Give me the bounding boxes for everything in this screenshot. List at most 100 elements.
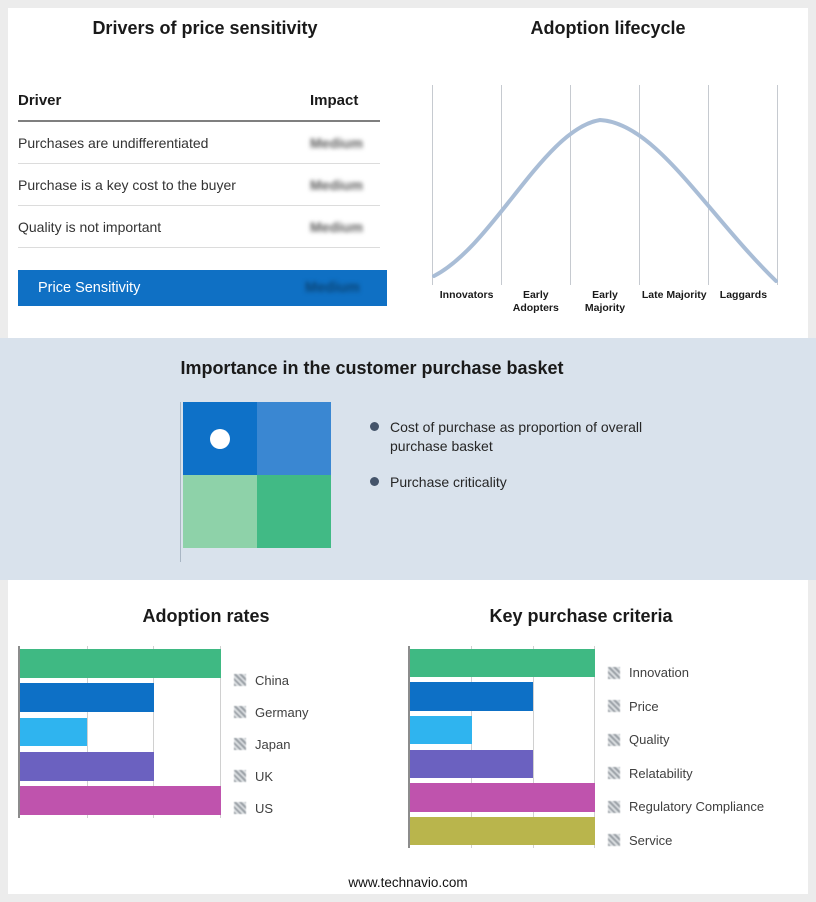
bar-service <box>410 817 595 846</box>
bar-row-japan <box>20 715 221 749</box>
purchase-criteria-chart <box>408 646 595 848</box>
bar-row-price <box>410 680 595 714</box>
bullet-item: Purchase criticality <box>370 473 655 492</box>
legend-label: Price <box>629 698 659 714</box>
bullet-text: Cost of purchase as proportion of overal… <box>390 419 643 454</box>
bar-china <box>20 648 221 678</box>
legend-swatch-icon <box>608 834 620 847</box>
legend-item-relatability: Relatability <box>608 757 764 791</box>
purchase-basket-section: Importance in the customer purchase bask… <box>0 338 816 580</box>
gridline <box>432 85 501 285</box>
legend-label: Service <box>629 832 673 848</box>
legend-label: Innovation <box>629 665 689 681</box>
adoption-rates-title: Adoption rates <box>142 606 270 626</box>
stage-label-early-adopters: Early Adopters <box>512 289 559 314</box>
bar-row-uk <box>20 749 221 783</box>
bar-regulatory-compliance <box>410 783 595 812</box>
bar-us <box>20 786 221 816</box>
legend-swatch-icon <box>608 700 620 713</box>
legend-item-us: US <box>234 792 308 824</box>
impact-value: Medium <box>310 134 363 151</box>
adoption-rates-legend: China Germany Japan UK US <box>234 664 308 824</box>
lifecycle-panel-title: Adoption lifecycle <box>530 18 686 38</box>
bar-relatability <box>410 749 534 778</box>
bar-germany <box>20 683 154 713</box>
bullet-icon <box>370 422 379 431</box>
bar-uk <box>20 751 154 781</box>
quadrant-bottom-right <box>257 475 331 548</box>
bar-row-innovation <box>410 646 595 680</box>
driver-label: Purchase is a key cost to the buyer <box>18 176 236 193</box>
impact-column-header: Impact <box>310 92 359 109</box>
price-sensitivity-impact: Medium <box>305 280 360 296</box>
legend-label: China <box>255 672 289 688</box>
legend-swatch-icon <box>608 767 620 780</box>
impact-value: Medium <box>310 218 363 235</box>
legend-item-regulatory-compliance: Regulatory Compliance <box>608 790 764 824</box>
legend-item-innovation: Innovation <box>608 656 764 690</box>
quadrant-chart <box>180 402 331 562</box>
legend-item-japan: Japan <box>234 728 308 760</box>
legend-item-uk: UK <box>234 760 308 792</box>
lifecycle-curve <box>432 117 778 283</box>
legend-label: Quality <box>629 732 670 748</box>
stage-label-early-majority: Early Majority <box>584 289 626 314</box>
legend-swatch-icon <box>234 674 246 686</box>
drivers-table-rows: Purchases are undifferentiated Medium Purc… <box>18 122 380 248</box>
stage-label-late-majority: Late Majority <box>641 289 707 301</box>
adoption-rates-chart <box>18 646 221 818</box>
legend-item-china: China <box>234 664 308 696</box>
purchase-criteria-legend: Innovation Price Quality Relatability Regula… <box>608 656 764 857</box>
stage-label-laggards: Laggards <box>719 289 768 301</box>
gridline <box>639 85 708 285</box>
drivers-table: Driver Impact Purchases are undifferenti… <box>18 92 380 248</box>
driver-column-header: Driver <box>18 92 62 109</box>
bar-row-quality <box>410 713 595 747</box>
bar-row-relatability <box>410 747 595 781</box>
lifecycle-gridlines <box>432 85 778 285</box>
bar-price <box>410 682 534 711</box>
legend-label: Relatability <box>629 765 693 781</box>
top-section: Drivers of price sensitivity Adoption li… <box>8 8 808 338</box>
legend-swatch-icon <box>234 738 246 750</box>
price-sensitivity-label: Price Sensitivity <box>38 280 141 296</box>
legend-label: Regulatory Compliance <box>629 799 765 815</box>
gridline <box>708 85 778 285</box>
stage-label-innovators: Innovators <box>439 289 494 301</box>
bullet-text: Purchase criticality <box>390 473 507 490</box>
gridline <box>570 85 639 285</box>
legend-item-service: Service <box>608 824 764 858</box>
drivers-panel-title: Drivers of price sensitivity <box>92 18 318 38</box>
bar-quality <box>410 716 472 745</box>
driver-row: Quality is not important Medium <box>18 206 380 248</box>
purchase-criteria-title: Key purchase criteria <box>489 606 673 626</box>
basket-title: Importance in the customer purchase bask… <box>180 358 564 378</box>
quadrant-grid <box>183 402 331 548</box>
drivers-table-header: Driver Impact <box>18 92 380 122</box>
legend-label: Japan <box>255 736 291 752</box>
legend-swatch-icon <box>608 800 620 813</box>
bottom-section: Adoption rates Key purchase criteria Chi… <box>8 580 808 894</box>
driver-row: Purchase is a key cost to the buyer Mediu… <box>18 164 380 206</box>
bar-japan <box>20 717 87 747</box>
legend-swatch-icon <box>608 733 620 746</box>
lifecycle-chart <box>432 85 778 285</box>
legend-label: US <box>255 800 274 816</box>
driver-label: Purchases are undifferentiated <box>18 134 209 151</box>
legend-label: Germany <box>255 704 309 720</box>
legend-item-germany: Germany <box>234 696 308 728</box>
lifecycle-stage-labels: Innovators Early Adopters Early Majority La… <box>432 289 778 314</box>
quadrant-top-right <box>257 402 331 475</box>
footer-url: www.technavio.com <box>348 875 468 890</box>
legend-swatch-icon <box>608 666 620 679</box>
bar-row-us <box>20 784 221 818</box>
legend-item-price: Price <box>608 690 764 724</box>
bar-innovation <box>410 648 595 677</box>
basket-bullets: Cost of purchase as proportion of overal… <box>370 418 655 509</box>
legend-item-quality: Quality <box>608 723 764 757</box>
bar-row-china <box>20 646 221 680</box>
legend-swatch-icon <box>234 802 246 814</box>
impact-value: Medium <box>310 176 363 193</box>
legend-label: UK <box>255 768 274 784</box>
